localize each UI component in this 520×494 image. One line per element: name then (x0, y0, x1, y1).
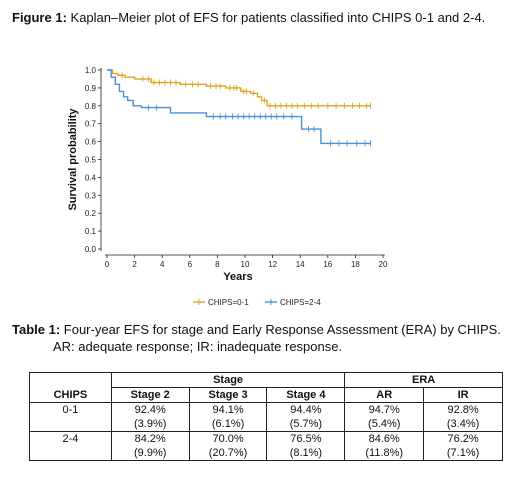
x-tick-label: 0 (105, 260, 110, 269)
x-tick-label: 12 (268, 260, 277, 269)
stage-group-header: Stage (110, 372, 346, 388)
era-group-header: ERA (344, 372, 503, 388)
km-curve-series-0 (107, 69, 371, 107)
y-tick-label: 0.9 (85, 84, 97, 93)
table-cell: 84.6% (344, 431, 425, 446)
table-cell-se: (8.1%) (266, 446, 346, 461)
ir-header: IR (423, 387, 503, 403)
table-group-header-row: Stage ERA (29, 372, 503, 388)
x-tick-label: 20 (379, 260, 388, 269)
x-tick-label: 10 (241, 260, 250, 269)
y-tick-label: 0.0 (85, 245, 97, 254)
figure-caption-label: Figure 1: (12, 10, 67, 25)
table-caption-label: Table 1: (12, 322, 61, 337)
table-cell-se: (6.1%) (188, 417, 268, 432)
table-cell: 84.2% (110, 431, 190, 446)
table-cell-se: (3.9%) (110, 417, 190, 432)
table-cell-se: (20.7%) (188, 446, 268, 461)
table-cell: 94.7% (344, 402, 425, 417)
legend-label-1: CHIPS=2-4 (280, 298, 321, 307)
table-cell: 70.0% (188, 431, 268, 446)
row-label: 2-4 (29, 431, 112, 446)
table-cell: 94.1% (188, 402, 268, 417)
row-label-blank (29, 417, 112, 432)
x-tick-label: 18 (351, 260, 360, 269)
table-caption-text: Four-year EFS for stage and Early Respon… (60, 322, 501, 337)
y-tick-label: 0.1 (85, 227, 97, 236)
km-curve-series-1 (107, 69, 371, 145)
y-tick-label: 0.7 (85, 120, 97, 129)
x-axis-title: Years (223, 271, 252, 283)
table-cell-se: (3.4%) (423, 417, 503, 432)
table-subheader-row: CHIPS Stage 2 Stage 3 Stage 4 AR IR (29, 387, 503, 403)
y-tick-label: 0.6 (85, 138, 97, 147)
table-cell: 76.5% (266, 431, 346, 446)
row-label: 0-1 (29, 402, 112, 417)
x-tick-label: 14 (296, 260, 305, 269)
y-tick-label: 0.8 (85, 102, 97, 111)
table-cell-se: (7.1%) (423, 446, 503, 461)
figure-caption-text: Kaplan–Meier plot of EFS for patients cl… (66, 10, 486, 25)
table-cell-se: (9.9%) (110, 446, 190, 461)
table-cell: 92.8% (423, 402, 503, 417)
table-row-se: (9.9%) (20.7%) (8.1%) (11.8%) (7.1%) (29, 446, 503, 461)
y-tick-label: 0.4 (85, 173, 97, 182)
table-row-se: (3.9%) (6.1%) (5.7%) (5.4%) (3.4%) (29, 417, 503, 432)
efs-table: Stage ERA CHIPS Stage 2 Stage 3 Stage 4 … (29, 372, 503, 461)
ar-header: AR (344, 387, 425, 403)
table-cell-se: (11.8%) (344, 446, 425, 461)
legend-label-0: CHIPS=0-1 (208, 298, 249, 307)
x-tick-label: 6 (188, 260, 193, 269)
table-row: 0-1 92.4% 94.1% 94.4% 94.7% 92.8% (29, 402, 503, 417)
x-tick-label: 16 (323, 260, 332, 269)
km-chart: 0.0 0.1 0.2 0.3 0.4 0.5 0.6 0.7 0.8 0.9 1.0 0 2 4 6 8 10… (67, 66, 388, 307)
x-tick-label: 2 (132, 260, 137, 269)
row-label-blank (29, 446, 112, 461)
figure-caption: Figure 1: Kaplan–Meier plot of EFS for p… (12, 9, 485, 26)
y-tick-label: 0.2 (85, 209, 97, 218)
chips-header: CHIPS (29, 387, 112, 403)
table-cell: 76.2% (423, 431, 503, 446)
stage4-header: Stage 4 (266, 387, 346, 403)
table-caption: Table 1: Four-year EFS for stage and Ear… (12, 321, 501, 355)
table-cell-se: (5.4%) (344, 417, 425, 432)
y-axis-title: Survival probability (67, 108, 79, 211)
y-tick-label: 1.0 (85, 66, 97, 75)
table-cell: 92.4% (110, 402, 190, 417)
y-tick-label: 0.5 (85, 156, 97, 165)
y-tick-label: 0.3 (85, 191, 97, 200)
table-row: 2-4 84.2% 70.0% 76.5% 84.6% 76.2% (29, 431, 503, 446)
chips-header-blank (29, 372, 112, 388)
table-caption-line2: AR: adequate response; IR: inadequate re… (53, 339, 343, 354)
stage3-header: Stage 3 (188, 387, 268, 403)
table-cell-se: (5.7%) (266, 417, 346, 432)
stage2-header: Stage 2 (110, 387, 190, 403)
table-cell: 94.4% (266, 402, 346, 417)
x-tick-label: 4 (160, 260, 165, 269)
x-tick-label: 8 (215, 260, 220, 269)
